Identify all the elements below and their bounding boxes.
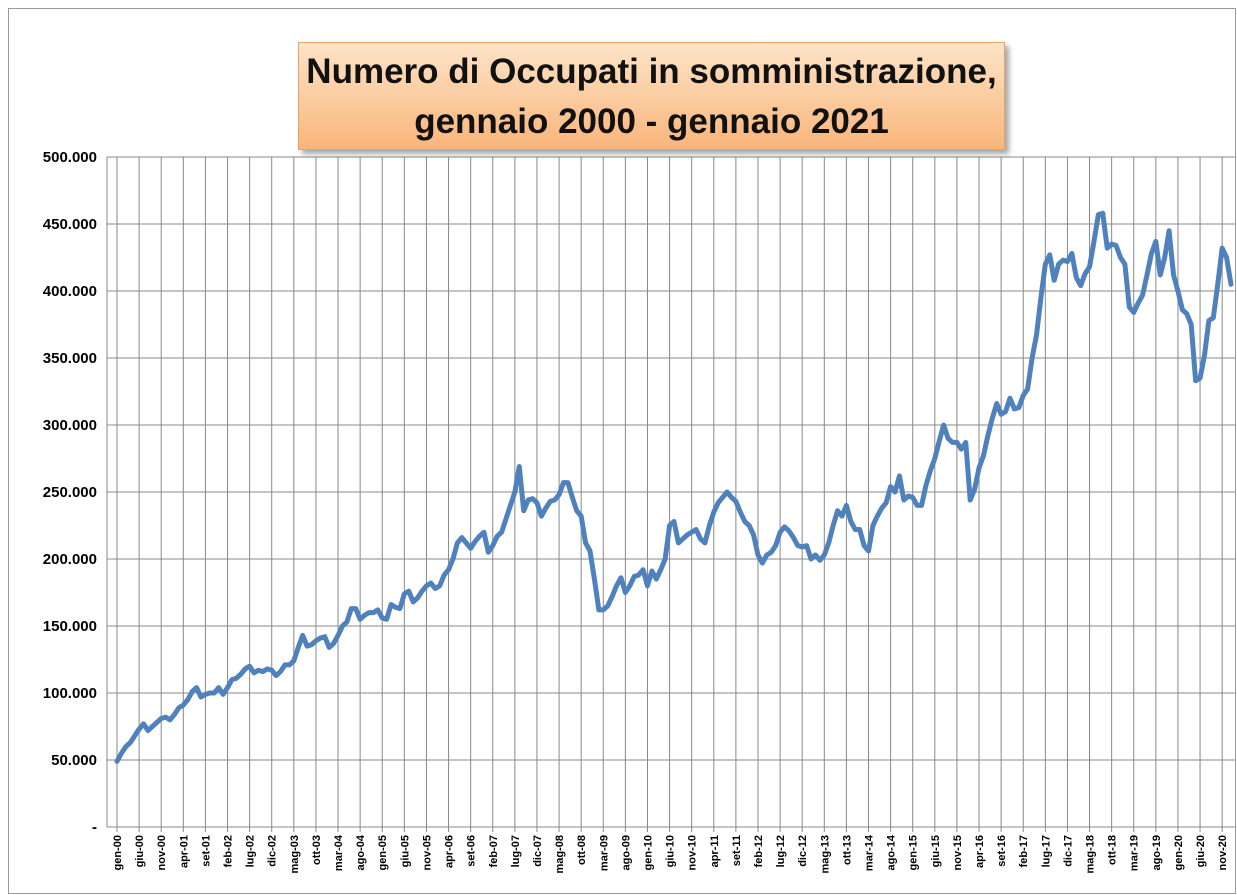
x-tick-label: set-06 bbox=[466, 835, 478, 867]
x-tick-label: gen-10 bbox=[642, 835, 654, 870]
y-tick-label: 250.000 bbox=[43, 484, 97, 501]
x-tick-label: dic-12 bbox=[797, 835, 809, 867]
y-tick-label: 500.000 bbox=[43, 149, 97, 166]
x-tick-label: apr-11 bbox=[709, 835, 721, 867]
x-tick-label: giu-15 bbox=[930, 835, 942, 867]
x-tick-label: mar-09 bbox=[598, 835, 610, 871]
x-tick-label: lug-12 bbox=[775, 835, 787, 867]
x-tick-label: giu-10 bbox=[665, 835, 677, 867]
y-tick-label: 150.000 bbox=[43, 618, 97, 635]
x-tick-label: nov-20 bbox=[1217, 835, 1229, 870]
y-tick-label: 100.000 bbox=[43, 685, 97, 702]
x-tick-label: nov-15 bbox=[952, 835, 964, 870]
x-tick-label: feb-17 bbox=[1018, 835, 1030, 867]
x-tick-label: ott-08 bbox=[576, 835, 588, 865]
x-tick-label: nov-10 bbox=[687, 835, 699, 870]
y-tick-label: 300.000 bbox=[43, 417, 97, 434]
x-tick-label: lug-07 bbox=[510, 835, 522, 867]
y-tick-label: 200.000 bbox=[43, 551, 97, 568]
x-tick-label: dic-17 bbox=[1062, 835, 1074, 867]
x-tick-label: giu-05 bbox=[399, 835, 411, 867]
x-tick-label: gen-20 bbox=[1173, 835, 1185, 870]
x-tick-label: mag-03 bbox=[289, 835, 301, 874]
x-tick-label: ott-18 bbox=[1107, 835, 1119, 865]
x-tick-label: ago-09 bbox=[620, 835, 632, 870]
x-tick-label: gen-05 bbox=[377, 835, 389, 870]
x-tick-label: giu-00 bbox=[134, 835, 146, 867]
x-tick-label: mag-13 bbox=[819, 835, 831, 874]
x-tick-label: feb-02 bbox=[223, 835, 235, 867]
x-tick-label: apr-01 bbox=[178, 835, 190, 868]
chart-border bbox=[8, 8, 1236, 894]
x-tick-label: mar-14 bbox=[864, 834, 876, 871]
x-tick-label: mar-04 bbox=[333, 834, 345, 871]
x-tick-label: set-11 bbox=[731, 835, 743, 866]
x-tick-label: set-01 bbox=[200, 835, 212, 867]
x-tick-label: nov-05 bbox=[421, 835, 433, 870]
x-tick-label: gen-15 bbox=[908, 835, 920, 870]
x-tick-label: ago-14 bbox=[886, 834, 898, 870]
x-tick-label: dic-02 bbox=[267, 835, 279, 867]
x-tick-label: gen-00 bbox=[112, 835, 124, 870]
x-tick-label: feb-07 bbox=[488, 835, 500, 867]
chart-title: Numero di Occupati in somministrazione, … bbox=[298, 42, 1005, 150]
x-tick-label: mag-08 bbox=[554, 835, 566, 874]
x-tick-label: ago-19 bbox=[1151, 835, 1163, 870]
x-tick-label: dic-07 bbox=[532, 835, 544, 867]
x-tick-label: mar-19 bbox=[1129, 835, 1141, 871]
x-tick-label: set-16 bbox=[996, 835, 1008, 867]
x-tick-label: mag-18 bbox=[1085, 835, 1097, 874]
data-line bbox=[114, 210, 1234, 764]
y-tick-label: 50.000 bbox=[51, 752, 97, 769]
x-tick-label: apr-06 bbox=[444, 835, 456, 868]
x-tick-label: ago-04 bbox=[355, 834, 367, 870]
x-tick-label: feb-12 bbox=[753, 835, 765, 867]
x-tick-label: apr-16 bbox=[974, 835, 986, 868]
y-tick-label: 450.000 bbox=[43, 216, 97, 233]
y-tick-label: - bbox=[92, 819, 97, 836]
y-tick-label: 350.000 bbox=[43, 350, 97, 367]
x-tick-label: lug-02 bbox=[245, 835, 257, 867]
x-tick-label: lug-17 bbox=[1040, 835, 1052, 867]
y-tick-label: 400.000 bbox=[43, 283, 97, 300]
x-tick-label: ott-13 bbox=[841, 835, 853, 865]
x-tick-label: ott-03 bbox=[311, 835, 323, 865]
x-tick-label: giu-20 bbox=[1195, 835, 1207, 867]
x-tick-label: nov-00 bbox=[156, 835, 168, 870]
